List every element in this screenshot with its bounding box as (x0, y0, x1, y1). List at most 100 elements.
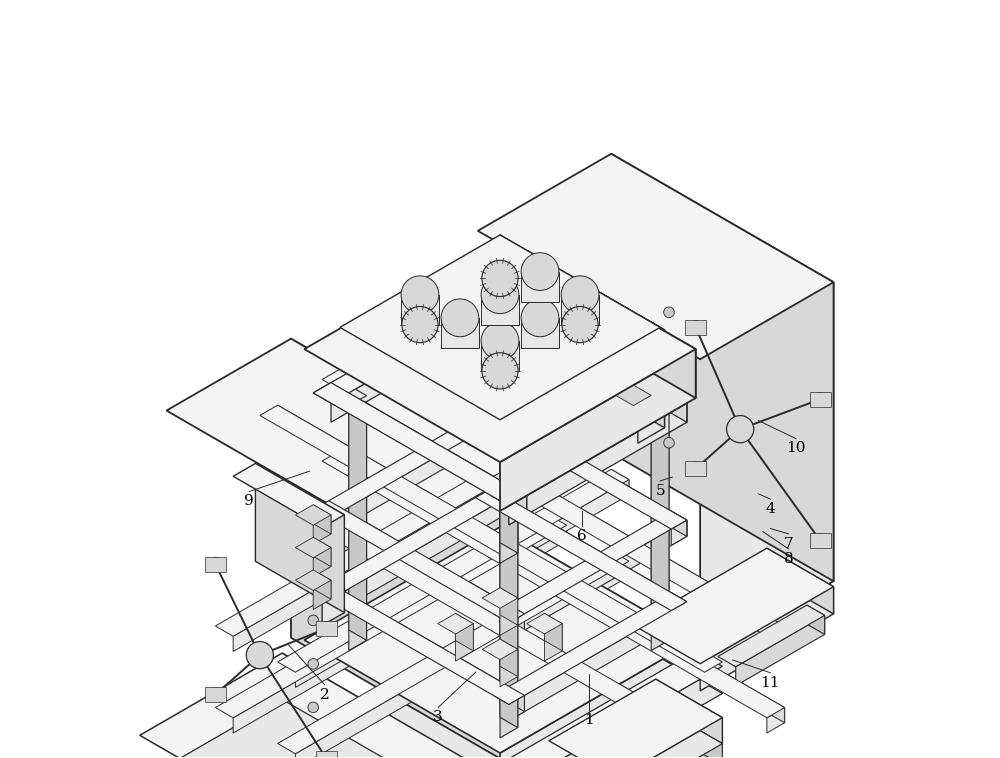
Polygon shape (493, 593, 687, 704)
Polygon shape (651, 396, 669, 650)
Bar (316, 751, 337, 758)
Text: 9: 9 (244, 494, 254, 509)
Polygon shape (696, 651, 722, 694)
Polygon shape (493, 511, 687, 623)
Polygon shape (616, 385, 651, 406)
Bar (401, 295, 439, 324)
Polygon shape (500, 640, 696, 758)
Polygon shape (656, 679, 722, 745)
Polygon shape (331, 383, 527, 515)
Polygon shape (329, 582, 524, 712)
Polygon shape (438, 613, 473, 634)
Polygon shape (633, 362, 651, 392)
Polygon shape (671, 602, 687, 627)
Polygon shape (340, 451, 785, 723)
Polygon shape (669, 393, 687, 422)
Polygon shape (233, 443, 567, 651)
Polygon shape (576, 278, 665, 428)
Polygon shape (278, 487, 722, 758)
Circle shape (562, 306, 598, 343)
Text: 10: 10 (786, 441, 806, 456)
Bar (205, 556, 226, 572)
Polygon shape (278, 551, 629, 753)
Bar (481, 341, 519, 371)
Polygon shape (295, 480, 629, 688)
Polygon shape (260, 487, 722, 753)
Polygon shape (611, 551, 629, 576)
Polygon shape (629, 731, 722, 758)
Polygon shape (349, 396, 367, 650)
Polygon shape (500, 327, 660, 441)
Polygon shape (456, 613, 473, 651)
Polygon shape (329, 501, 524, 630)
Polygon shape (544, 624, 562, 661)
Circle shape (664, 307, 674, 318)
Polygon shape (767, 548, 834, 614)
Polygon shape (340, 369, 785, 641)
Polygon shape (313, 582, 524, 704)
Polygon shape (616, 320, 651, 340)
Polygon shape (544, 613, 562, 651)
Text: 5: 5 (655, 484, 665, 498)
Polygon shape (616, 352, 651, 373)
Polygon shape (549, 679, 722, 758)
Bar (561, 295, 599, 324)
Polygon shape (527, 666, 722, 758)
Polygon shape (340, 235, 660, 420)
Circle shape (664, 437, 674, 448)
Polygon shape (633, 548, 834, 664)
Circle shape (482, 352, 518, 389)
Circle shape (689, 462, 702, 475)
Polygon shape (313, 505, 331, 534)
Polygon shape (718, 605, 825, 667)
Circle shape (246, 641, 273, 669)
Circle shape (320, 752, 333, 758)
Circle shape (664, 350, 674, 361)
Polygon shape (389, 467, 513, 758)
Polygon shape (705, 744, 722, 758)
Polygon shape (509, 520, 687, 639)
Polygon shape (140, 653, 496, 758)
Polygon shape (633, 330, 651, 359)
Circle shape (308, 702, 318, 713)
Polygon shape (509, 403, 687, 525)
Polygon shape (500, 650, 518, 687)
Polygon shape (295, 570, 331, 590)
Circle shape (689, 321, 702, 334)
Polygon shape (633, 385, 651, 415)
Polygon shape (491, 489, 687, 618)
Polygon shape (633, 385, 669, 406)
Polygon shape (491, 393, 687, 506)
Text: 8: 8 (784, 552, 793, 565)
Polygon shape (482, 587, 518, 608)
Circle shape (308, 615, 318, 625)
Polygon shape (313, 515, 331, 544)
Polygon shape (700, 282, 834, 658)
Circle shape (813, 393, 827, 406)
Polygon shape (313, 501, 524, 623)
Polygon shape (140, 700, 496, 758)
Polygon shape (313, 570, 331, 600)
Polygon shape (482, 473, 518, 493)
Polygon shape (295, 561, 629, 758)
Text: 1: 1 (584, 713, 594, 728)
Polygon shape (282, 653, 496, 758)
Polygon shape (500, 651, 722, 758)
Polygon shape (291, 339, 513, 758)
Text: 7: 7 (784, 537, 793, 550)
Circle shape (402, 306, 438, 343)
Polygon shape (500, 473, 518, 728)
Circle shape (441, 299, 479, 337)
Polygon shape (616, 718, 722, 758)
Polygon shape (651, 385, 669, 641)
Circle shape (320, 622, 333, 635)
Polygon shape (500, 309, 518, 563)
Bar (316, 621, 337, 636)
Polygon shape (549, 434, 567, 459)
Polygon shape (476, 407, 687, 529)
Circle shape (308, 659, 318, 669)
Polygon shape (278, 406, 722, 677)
Circle shape (482, 260, 518, 296)
Circle shape (481, 276, 519, 314)
Polygon shape (322, 369, 785, 636)
